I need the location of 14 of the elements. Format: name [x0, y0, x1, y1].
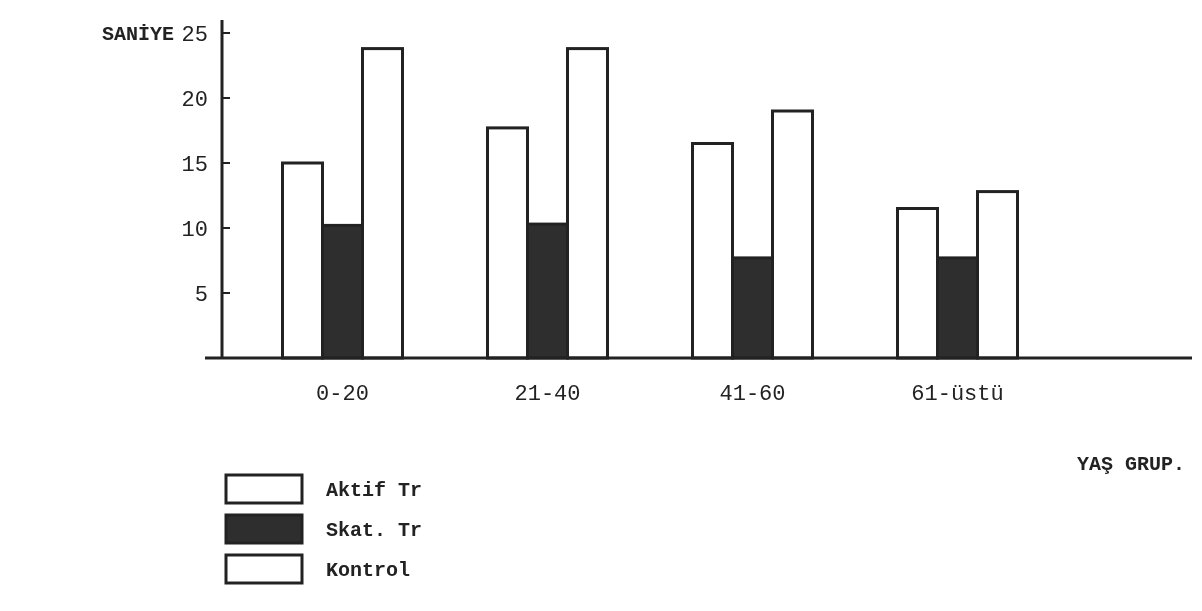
x-tick-label: 41-60: [719, 382, 786, 407]
legend-label: Aktif Tr: [326, 479, 423, 502]
legend-label: Kontrol: [326, 559, 411, 582]
x-tick-label: 21-40: [514, 382, 581, 407]
y-tick-label: 15: [181, 152, 208, 178]
y-tick-label: 20: [181, 87, 208, 113]
legend-label: Skat. Tr: [326, 519, 423, 542]
x-tick-label: 0-20: [316, 382, 369, 407]
x-tick-label: 61-üstü: [911, 382, 1004, 407]
y-tick-label: 10: [181, 217, 208, 243]
y-tick-label: 25: [181, 22, 208, 48]
y-tick-label: 5: [194, 282, 208, 308]
x-axis-title: YAŞ GRUP.: [1076, 453, 1185, 476]
y-axis-title: SANİYE: [101, 23, 174, 46]
